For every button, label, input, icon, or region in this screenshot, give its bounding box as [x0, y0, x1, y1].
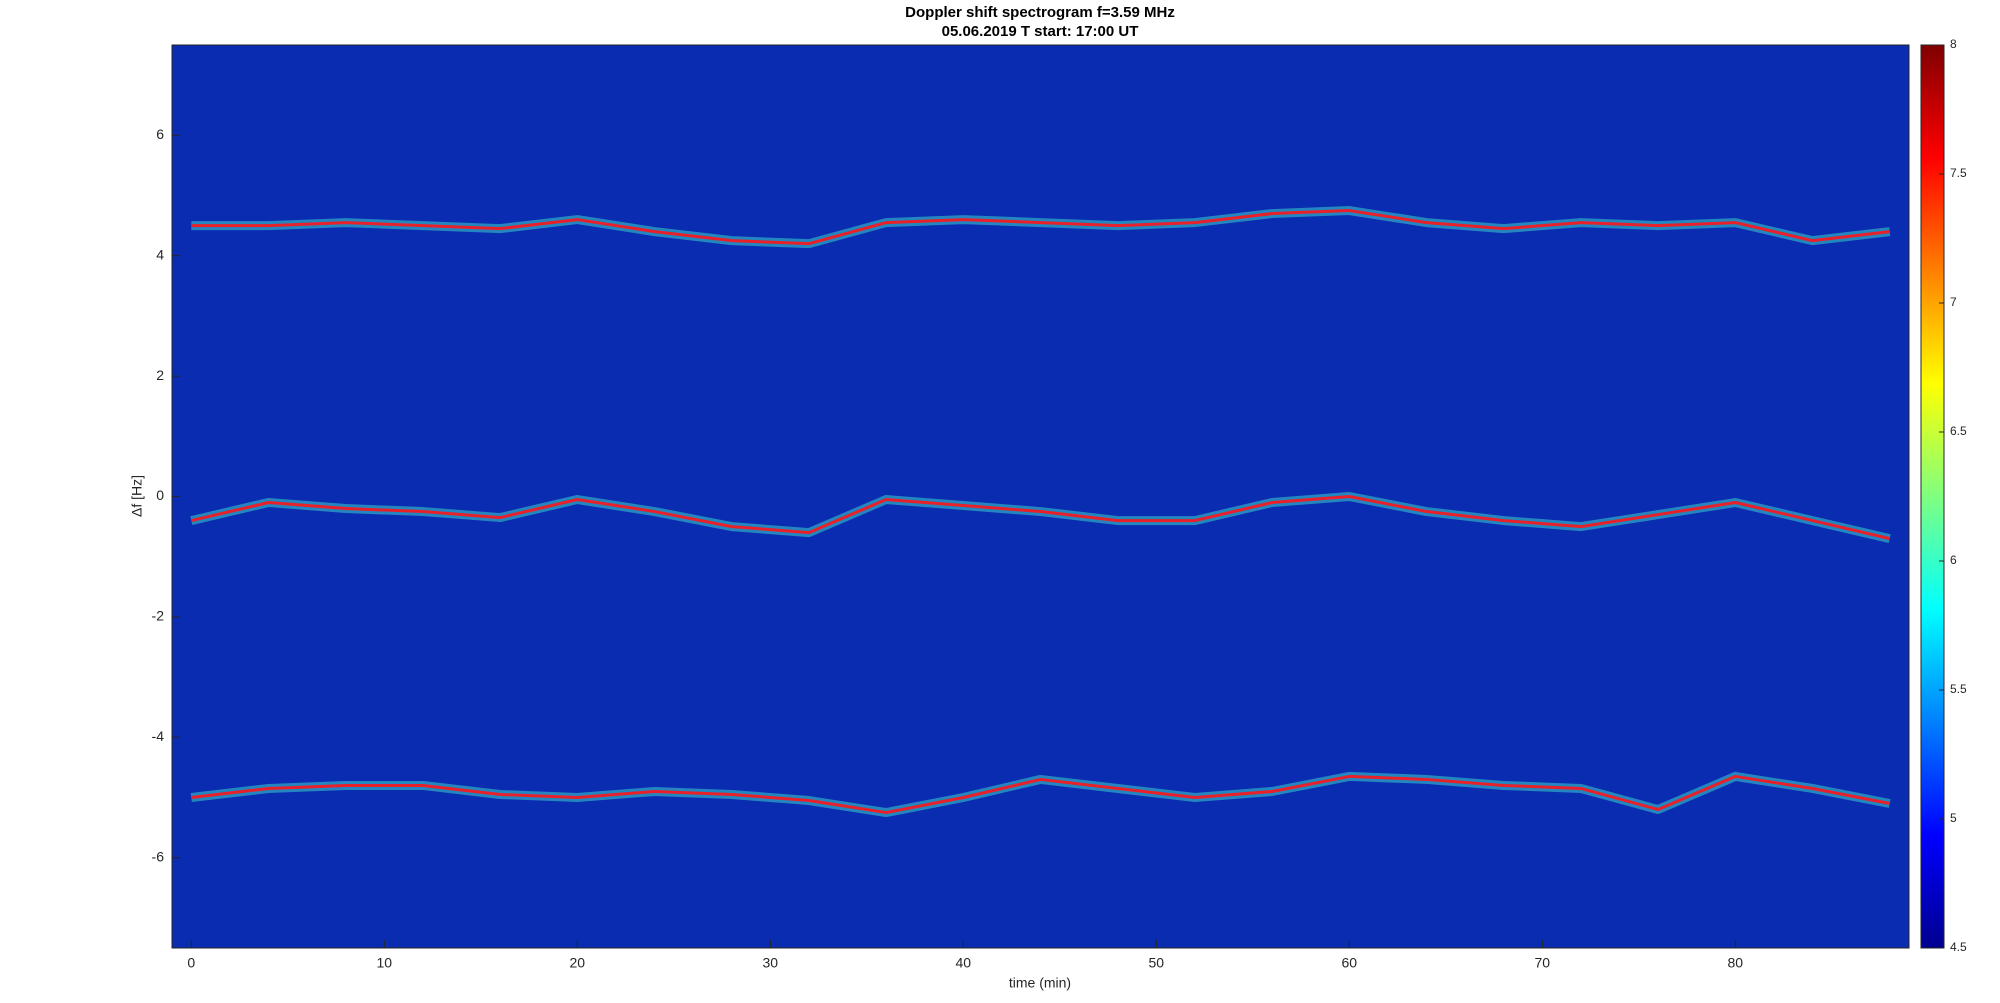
- y-tick-label: 4: [156, 246, 164, 262]
- y-tick-label: -4: [152, 728, 165, 744]
- y-axis-label: Δf [Hz]: [129, 475, 145, 517]
- colorbar-tick-label: 4.5: [1950, 940, 1967, 954]
- x-tick-label: 40: [956, 955, 972, 971]
- x-tick-label: 80: [1728, 955, 1744, 971]
- x-tick-label: 50: [1149, 955, 1165, 971]
- x-tick-label: 30: [763, 955, 779, 971]
- trace: [191, 774, 1890, 815]
- colorbar-tick-label: 7.5: [1950, 166, 1967, 180]
- x-axis-label: time (min): [1009, 975, 1071, 991]
- trace: [190, 495, 1891, 541]
- x-tick-label: 70: [1535, 955, 1551, 971]
- colorbar-tick-label: 5.5: [1950, 682, 1967, 696]
- x-tick-label: 10: [377, 955, 393, 971]
- plot-area: [172, 45, 1909, 948]
- colorbar: [1920, 44, 1945, 949]
- colorbar-tick-label: 7: [1950, 295, 1957, 309]
- x-tick-label: 20: [570, 955, 586, 971]
- colorbar-tick-label: 8: [1950, 37, 1957, 51]
- colorbar-tick-label: 6: [1950, 553, 1957, 567]
- colorbar-tick-label: 6.5: [1950, 424, 1967, 438]
- y-tick-label: 6: [156, 126, 164, 142]
- y-tick-label: -6: [152, 848, 165, 864]
- colorbar-tick-label: 5: [1950, 811, 1957, 825]
- y-tick-label: 0: [156, 487, 164, 503]
- chart-subtitle: 05.06.2019 T start: 17:00 UT: [942, 23, 1139, 40]
- y-tick-label: -2: [152, 608, 165, 624]
- x-tick-label: 60: [1342, 955, 1358, 971]
- chart-title: Doppler shift spectrogram f=3.59 MHz: [905, 4, 1175, 21]
- trace: [191, 209, 1890, 246]
- y-tick-label: 2: [156, 367, 164, 383]
- x-tick-label: 0: [187, 955, 195, 971]
